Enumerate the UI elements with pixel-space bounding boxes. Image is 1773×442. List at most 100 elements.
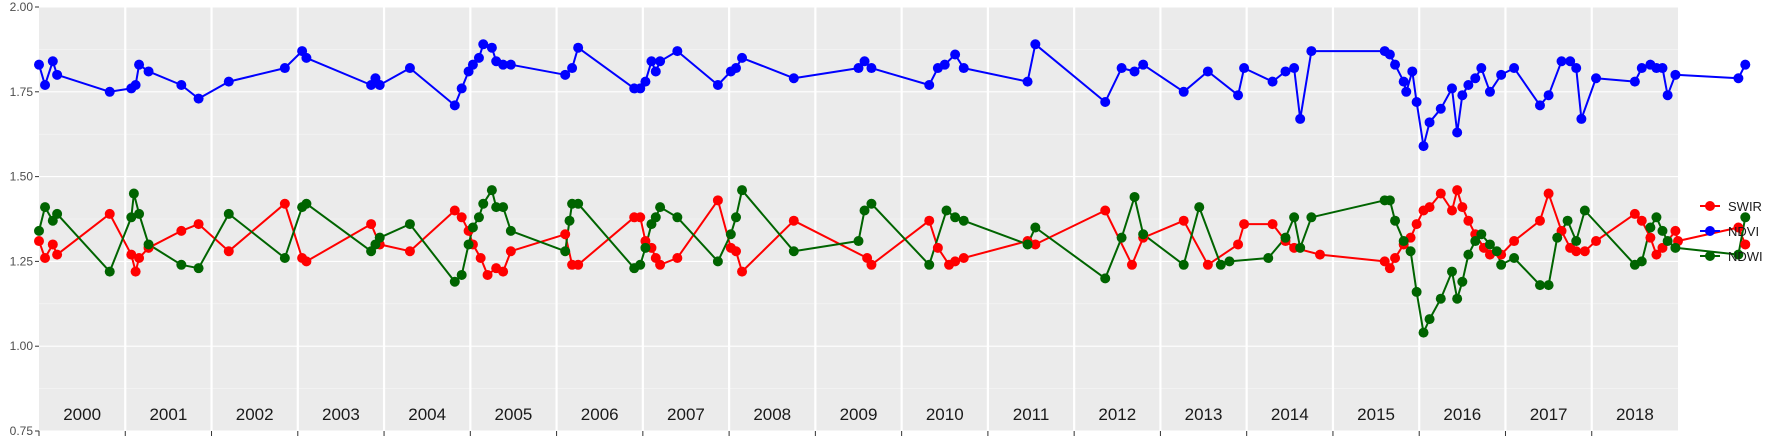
data-point-ndwi [1263, 253, 1274, 264]
data-point-ndvi [34, 59, 44, 70]
minor-gridlines [39, 49, 1678, 389]
data-point-swir [498, 266, 509, 277]
year-label: 2002 [236, 405, 274, 424]
year-label: 2016 [1443, 405, 1481, 424]
data-point-ndwi [279, 253, 290, 264]
data-point-swir [40, 253, 51, 264]
data-point-ndvi [1022, 76, 1033, 87]
data-point-ndvi [1591, 73, 1602, 84]
data-point-ndvi [737, 52, 748, 63]
data-point-ndwi [725, 229, 736, 240]
data-point-swir [958, 253, 969, 264]
y-tick-label: 1.00 [10, 339, 34, 353]
data-point-swir [1740, 239, 1751, 250]
data-point-ndwi [104, 266, 115, 277]
data-point-swir [130, 266, 141, 277]
data-point-ndwi [560, 246, 571, 257]
data-point-swir [1670, 225, 1681, 236]
data-point-ndwi [1178, 259, 1189, 270]
data-point-ndwi [34, 225, 44, 236]
data-point-ndwi [1636, 256, 1647, 267]
data-point-ndvi [655, 56, 666, 67]
data-point-swir [932, 242, 943, 253]
series-layer [34, 39, 1751, 338]
major-gridlines [39, 6, 1678, 432]
data-point-ndvi [1463, 80, 1474, 91]
data-point-ndwi [449, 276, 460, 287]
data-point-ndvi [498, 59, 509, 70]
data-point-ndwi [1579, 205, 1590, 216]
data-point-ndwi [737, 185, 748, 196]
data-point-swir [1435, 188, 1446, 199]
data-point-ndvi [640, 76, 651, 87]
data-point-swir [134, 253, 145, 264]
data-point-ndvi [223, 76, 234, 87]
data-point-ndvi [1295, 113, 1306, 124]
data-point-ndwi [1470, 236, 1481, 247]
data-point-swir [301, 256, 312, 267]
data-point-ndvi [1138, 59, 1149, 70]
data-point-swir [560, 229, 571, 240]
data-point-swir [1636, 215, 1647, 226]
data-point-swir [1030, 239, 1041, 250]
data-point-ndvi [1030, 39, 1041, 50]
data-point-swir [176, 225, 187, 236]
data-point-ndvi [1543, 90, 1554, 101]
data-point-ndwi [1306, 212, 1317, 223]
data-point-ndvi [1267, 76, 1278, 87]
data-point-ndvi [1239, 63, 1250, 74]
year-label: 2000 [63, 405, 101, 424]
data-point-ndvi [958, 63, 969, 74]
data-point-ndvi [939, 59, 950, 70]
data-point-ndvi [1178, 86, 1189, 97]
y-tick-label: 1.25 [10, 254, 34, 268]
data-point-ndwi [712, 256, 723, 267]
data-point-ndvi [1280, 66, 1291, 77]
data-point-ndwi [1476, 229, 1487, 240]
data-point-ndvi [1670, 69, 1681, 80]
legend-label-swir: SWIR [1728, 199, 1762, 214]
data-point-ndwi [1562, 215, 1573, 226]
data-point-ndwi [1452, 293, 1463, 304]
data-point-swir [1651, 249, 1662, 260]
data-point-ndvi [1398, 76, 1409, 87]
year-label: 2018 [1616, 405, 1654, 424]
data-point-ndvi [1565, 56, 1576, 67]
data-point-ndvi [1306, 46, 1317, 57]
data-point-swir [573, 259, 584, 270]
data-point-ndwi [1484, 239, 1495, 250]
data-point-ndvi [130, 80, 141, 91]
data-point-swir [193, 219, 204, 230]
data-point-ndvi [1733, 73, 1744, 84]
data-point-ndwi [1463, 249, 1474, 260]
data-point-swir [672, 253, 683, 264]
data-point-ndwi [1405, 246, 1416, 257]
data-point-ndwi [301, 198, 312, 209]
legend: SWIR NDVI NDWI [1700, 199, 1763, 264]
data-point-ndvi [1424, 117, 1435, 128]
data-point-ndwi [126, 212, 137, 223]
data-point-ndvi [788, 73, 799, 84]
data-point-ndwi [672, 212, 683, 223]
data-point-ndvi [1289, 63, 1300, 74]
data-point-swir [635, 212, 646, 223]
data-point-ndwi [143, 239, 154, 250]
data-point-ndwi [564, 215, 575, 226]
data-point-ndwi [1733, 249, 1744, 260]
data-point-ndwi [859, 205, 870, 216]
data-point-ndwi [1224, 256, 1235, 267]
data-point-swir [34, 236, 44, 247]
data-point-ndvi [505, 59, 516, 70]
data-point-swir [655, 259, 666, 270]
data-point-swir [950, 256, 961, 267]
data-point-ndvi [478, 39, 489, 50]
data-point-ndvi [650, 66, 661, 77]
data-point-ndwi [1534, 280, 1545, 291]
data-point-swir [1379, 256, 1390, 267]
year-label: 2009 [840, 405, 878, 424]
data-point-ndwi [1138, 229, 1149, 240]
data-point-ndwi [650, 212, 661, 223]
data-point-ndvi [1452, 127, 1463, 138]
data-point-ndwi [731, 212, 742, 223]
